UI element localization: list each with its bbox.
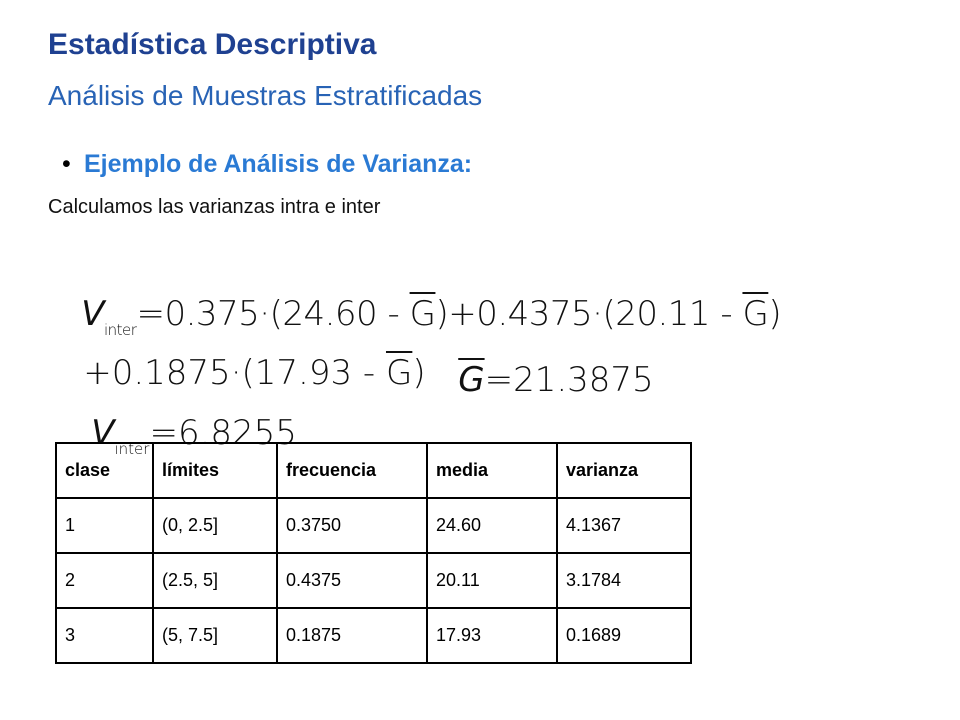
table-cell: (2.5, 5] <box>152 552 278 609</box>
table-cell: 2 <box>55 552 154 609</box>
data-table: clase límites frecuencia media varianza 1 (0,… <box>55 442 692 664</box>
table-cell: 3 <box>55 607 154 664</box>
intro-text: Calculamos las varianzas intra e inter <box>48 196 381 218</box>
formula: G=21.3875 <box>415 320 654 440</box>
formula-text: ) <box>768 294 782 334</box>
table-row: 2 (2.5, 5] 0.4375 20.11 3.1784 <box>55 552 692 609</box>
title: Estadística Descriptiva <box>48 28 377 61</box>
table-cell: 20.11 <box>426 552 558 609</box>
table-cell: 17.93 <box>426 607 558 664</box>
table-header-row: clase límites frecuencia media varianza <box>55 442 692 499</box>
table-row: 1 (0, 2.5] 0.3750 24.60 4.1367 <box>55 497 692 554</box>
table-cell: 24.60 <box>426 497 558 554</box>
subtitle: Análisis de Muestras Estratificadas <box>48 80 483 111</box>
table-cell: (0, 2.5] <box>152 497 278 554</box>
header-cell: clase <box>55 442 154 499</box>
table-cell: 4.1367 <box>556 497 692 554</box>
table-cell: 1 <box>55 497 154 554</box>
formula-text: =0.375·(24.60 - <box>136 294 410 334</box>
table-cell: (5, 7.5] <box>152 607 278 664</box>
header-cell: varianza <box>556 442 692 499</box>
symbol: V <box>81 294 104 334</box>
formula-text: =21.3875 <box>484 360 654 400</box>
formula-text: ) <box>412 353 426 393</box>
symbol: G <box>385 353 413 393</box>
subscript: inter <box>104 321 137 339</box>
header-cell: límites <box>152 442 278 499</box>
table-cell: 0.1875 <box>276 607 428 664</box>
formula: +0.1875·(17.93 - G) <box>40 313 426 433</box>
header-cell: frecuencia <box>276 442 428 499</box>
symbol: G <box>409 294 436 334</box>
symbol: G <box>458 360 485 400</box>
header-cell: media <box>426 442 558 499</box>
table-body: 1 (0, 2.5] 0.3750 24.60 4.1367 2 (2.5, 5] 0.437… <box>55 497 692 664</box>
table-cell: 0.3750 <box>276 497 428 554</box>
table-row: 3 (5, 7.5] 0.1875 17.93 0.1689 <box>55 607 692 664</box>
formula-text: +0.1875·(17.93 - <box>83 353 386 393</box>
table-cell: 0.1689 <box>556 607 692 664</box>
formula: Vinter=0.375·(24.60 - G)+0.4375·(20.11 -… <box>40 254 781 379</box>
bullet-dot: • <box>62 150 71 178</box>
symbol: G <box>742 294 769 334</box>
formula-text: )+0.4375·(20.11 - <box>435 294 743 334</box>
table-cell: 0.4375 <box>276 552 428 609</box>
table-cell: 3.1784 <box>556 552 692 609</box>
bullet-heading: Ejemplo de Análisis de Varianza: <box>84 150 473 178</box>
